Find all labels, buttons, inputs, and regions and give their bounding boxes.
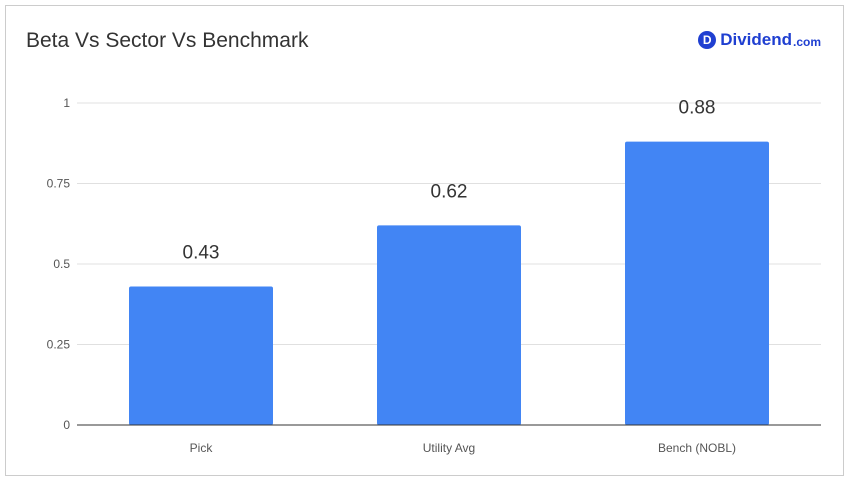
x-tick-label: Pick	[190, 441, 214, 455]
brand-name: Dividend	[720, 30, 792, 49]
data-label: 0.88	[679, 98, 716, 119]
x-tick-label: Bench (NOBL)	[658, 441, 736, 455]
brand-badge-icon: D	[698, 31, 717, 49]
bar	[625, 141, 769, 425]
y-tick-label: 0.75	[47, 177, 71, 191]
brand-tld: .com	[792, 34, 821, 49]
y-tick-label: 0.25	[47, 338, 71, 352]
y-tick-label: 0.5	[53, 257, 70, 271]
y-tick-label: 0	[63, 418, 70, 432]
data-label: 0.62	[431, 181, 468, 202]
chart-title: Beta Vs Sector Vs Benchmark	[26, 29, 309, 52]
x-tick-label: Utility Avg	[423, 441, 475, 455]
bar	[377, 225, 521, 425]
y-tick-label: 1	[63, 96, 70, 110]
bar	[129, 286, 273, 425]
data-label: 0.43	[183, 243, 220, 264]
brand-logo: D Dividend .com	[698, 30, 821, 50]
